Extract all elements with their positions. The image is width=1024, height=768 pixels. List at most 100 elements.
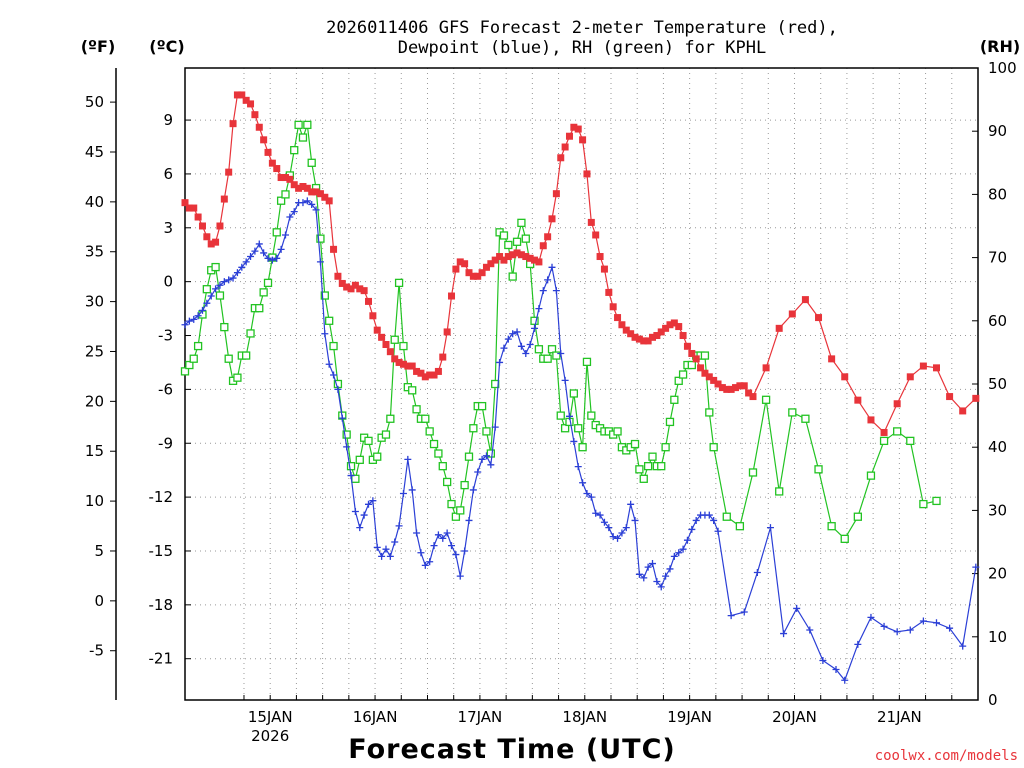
dewpoint-point: [793, 604, 801, 612]
dewpoint-point: [351, 507, 359, 515]
dewpoint-point: [522, 349, 530, 357]
temperature-point: [347, 285, 355, 293]
temperature-point: [526, 254, 534, 262]
temperature-point: [448, 292, 456, 300]
dewpoint-point: [714, 527, 722, 535]
rh-point: [351, 474, 360, 483]
dewpoint-point: [255, 240, 263, 248]
temperature-point: [565, 132, 573, 140]
temperature-point: [356, 285, 364, 293]
dewpoint-point: [443, 529, 451, 537]
rh-point: [801, 414, 810, 423]
temperature-point: [181, 199, 189, 207]
rh-point: [814, 465, 823, 474]
temperature-point: [404, 362, 412, 370]
temperature-point: [775, 324, 783, 332]
rh-point: [661, 443, 670, 452]
dewpoint-point: [880, 622, 888, 630]
fahrenheit-tick-label: 35: [85, 243, 104, 261]
temperature-point: [474, 272, 482, 280]
temperature-point: [408, 362, 416, 370]
dewpoint-point: [819, 657, 827, 664]
dewpoint-point: [242, 258, 250, 266]
rh-point: [499, 231, 509, 240]
temperature-point: [592, 231, 600, 239]
rh-point: [290, 146, 299, 155]
temperature-series: [181, 91, 980, 436]
labels: 2026011406 GFS Forecast 2-meter Temperat…: [81, 18, 1020, 765]
rh-point: [582, 357, 592, 367]
dewpoint-point: [229, 274, 237, 282]
temperature-point: [203, 233, 211, 241]
dewpoint-point: [382, 545, 390, 553]
dewpoint-point: [395, 522, 403, 530]
dewpoint-point: [496, 358, 504, 366]
temperature-point: [482, 263, 490, 271]
date-tick-label: 21JAN: [877, 708, 922, 726]
date-tick-label: 15JAN: [248, 708, 293, 726]
dewpoint-point: [583, 490, 591, 498]
date-tick-label: 19JAN: [667, 708, 712, 726]
dewpoint-point: [216, 281, 224, 289]
temperature-point: [959, 407, 967, 415]
temperature-point: [443, 328, 451, 336]
rh-point: [569, 389, 579, 398]
temperature-point: [644, 337, 652, 345]
dewpoint-point: [487, 461, 495, 469]
rh-point: [639, 474, 648, 483]
dewpoint-point: [330, 371, 338, 379]
temperature-point: [574, 125, 582, 133]
temperature-point: [417, 369, 425, 377]
temperature-point: [369, 312, 377, 320]
dewpoint-point: [766, 524, 774, 532]
rh-point: [486, 449, 495, 458]
temperature-point: [343, 283, 351, 291]
rh-point: [242, 351, 251, 360]
rh-point: [643, 462, 653, 471]
temperature-point: [220, 195, 228, 203]
temperature-point: [391, 355, 399, 363]
temperature-point: [190, 204, 198, 212]
temperature-point: [452, 265, 460, 273]
temperature-point: [500, 256, 508, 264]
rh-point: [906, 436, 915, 446]
rh-point: [408, 386, 417, 395]
dewpoint-point: [614, 534, 622, 542]
rh-point: [534, 345, 544, 354]
dewpoint-point: [535, 305, 543, 313]
celsius-tick-label: -3: [158, 327, 173, 345]
temperature-point: [430, 371, 438, 379]
temperature-point: [570, 123, 578, 131]
celsius-tick-label: -18: [149, 596, 174, 614]
dewpoint-point: [705, 511, 713, 519]
dewpoint-point: [683, 536, 691, 544]
temperature-point: [277, 174, 285, 182]
rh-point: [429, 439, 439, 449]
temperature-point: [893, 400, 901, 408]
dewpoint-point: [233, 269, 241, 277]
temperature-point: [841, 373, 849, 381]
dewpoint-point: [531, 324, 539, 332]
rh-point: [394, 278, 404, 288]
dewpoint-point: [670, 552, 678, 560]
temperature-point: [198, 222, 206, 230]
rh-tick-label: 60: [988, 312, 1007, 330]
dewpoint-point: [565, 412, 573, 420]
temperature-point: [255, 123, 263, 131]
dewpoint-point: [662, 572, 670, 580]
temperature-point: [225, 168, 233, 176]
dewpoint-point: [491, 423, 499, 431]
temperature-point: [736, 382, 744, 390]
rh-tick-label: 100: [988, 59, 1017, 77]
dewpoint-point: [893, 628, 901, 636]
dewpoint-point: [474, 468, 482, 476]
dewpoint-point: [640, 574, 648, 582]
rh-point: [434, 449, 443, 458]
dewpoint-point: [299, 199, 307, 207]
axes: [115, 67, 979, 701]
temperature-point: [662, 324, 670, 332]
temperature-point: [338, 279, 346, 287]
temperature-point: [504, 253, 512, 261]
temperature-point: [801, 296, 809, 304]
